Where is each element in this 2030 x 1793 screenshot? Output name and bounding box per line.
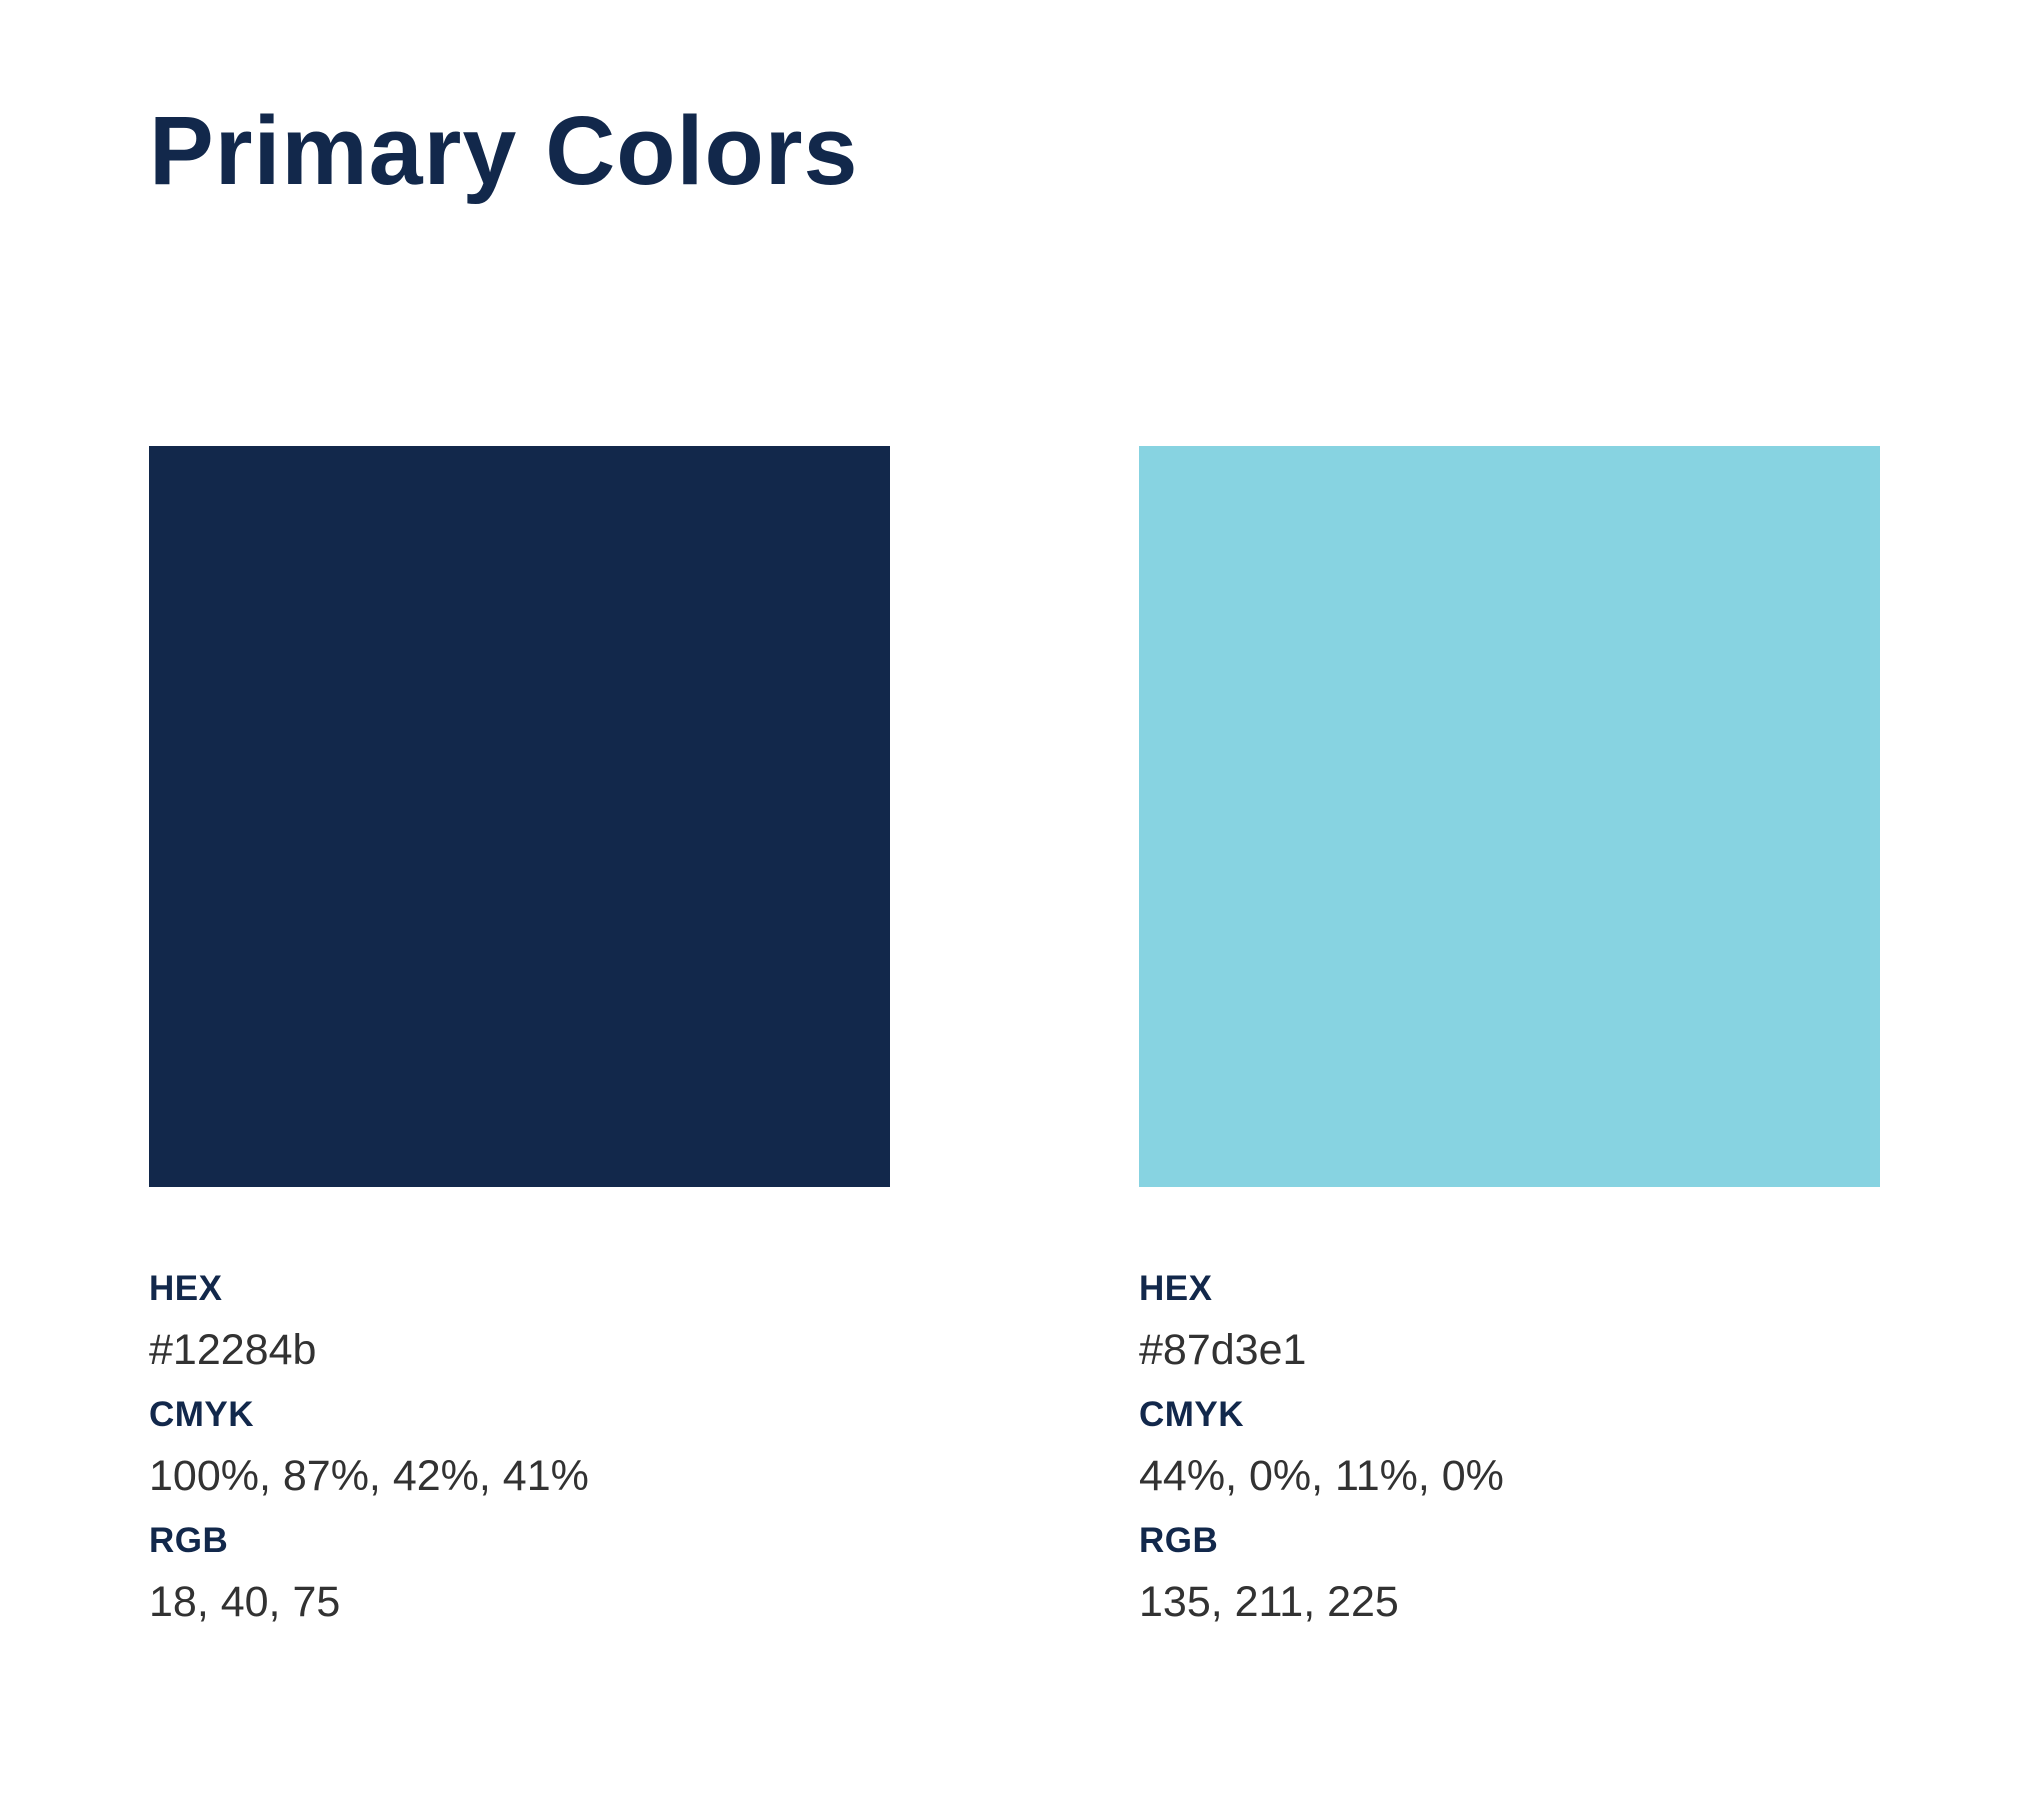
hex-value: #12284b — [149, 1326, 317, 1374]
hex-label: HEX — [1139, 1269, 1213, 1308]
rgb-value: 135, 211, 225 — [1139, 1578, 1399, 1626]
hex-value: #87d3e1 — [1139, 1326, 1307, 1374]
navy-color-specs: HEX #12284b CMYK 100%, 87%, 42%, 41% RGB… — [149, 1271, 890, 1649]
color-palette: HEX #12284b CMYK 100%, 87%, 42%, 41% RGB… — [149, 446, 1880, 1649]
hex-label: HEX — [149, 1269, 223, 1308]
color-card-light-blue: HEX #87d3e1 CMYK 44%, 0%, 11%, 0% RGB 13… — [1139, 446, 1880, 1649]
cmyk-label: CMYK — [1139, 1395, 1245, 1434]
color-card-navy: HEX #12284b CMYK 100%, 87%, 42%, 41% RGB… — [149, 446, 890, 1649]
light-blue-color-specs: HEX #87d3e1 CMYK 44%, 0%, 11%, 0% RGB 13… — [1139, 1271, 1880, 1649]
page-title: Primary Colors — [149, 96, 859, 205]
rgb-label: RGB — [1139, 1521, 1219, 1560]
cmyk-label: CMYK — [149, 1395, 255, 1434]
rgb-label: RGB — [149, 1521, 229, 1560]
light-blue-color-swatch — [1139, 446, 1880, 1187]
navy-color-swatch — [149, 446, 890, 1187]
cmyk-value: 100%, 87%, 42%, 41% — [149, 1452, 589, 1500]
rgb-value: 18, 40, 75 — [149, 1578, 341, 1626]
cmyk-value: 44%, 0%, 11%, 0% — [1139, 1452, 1504, 1500]
